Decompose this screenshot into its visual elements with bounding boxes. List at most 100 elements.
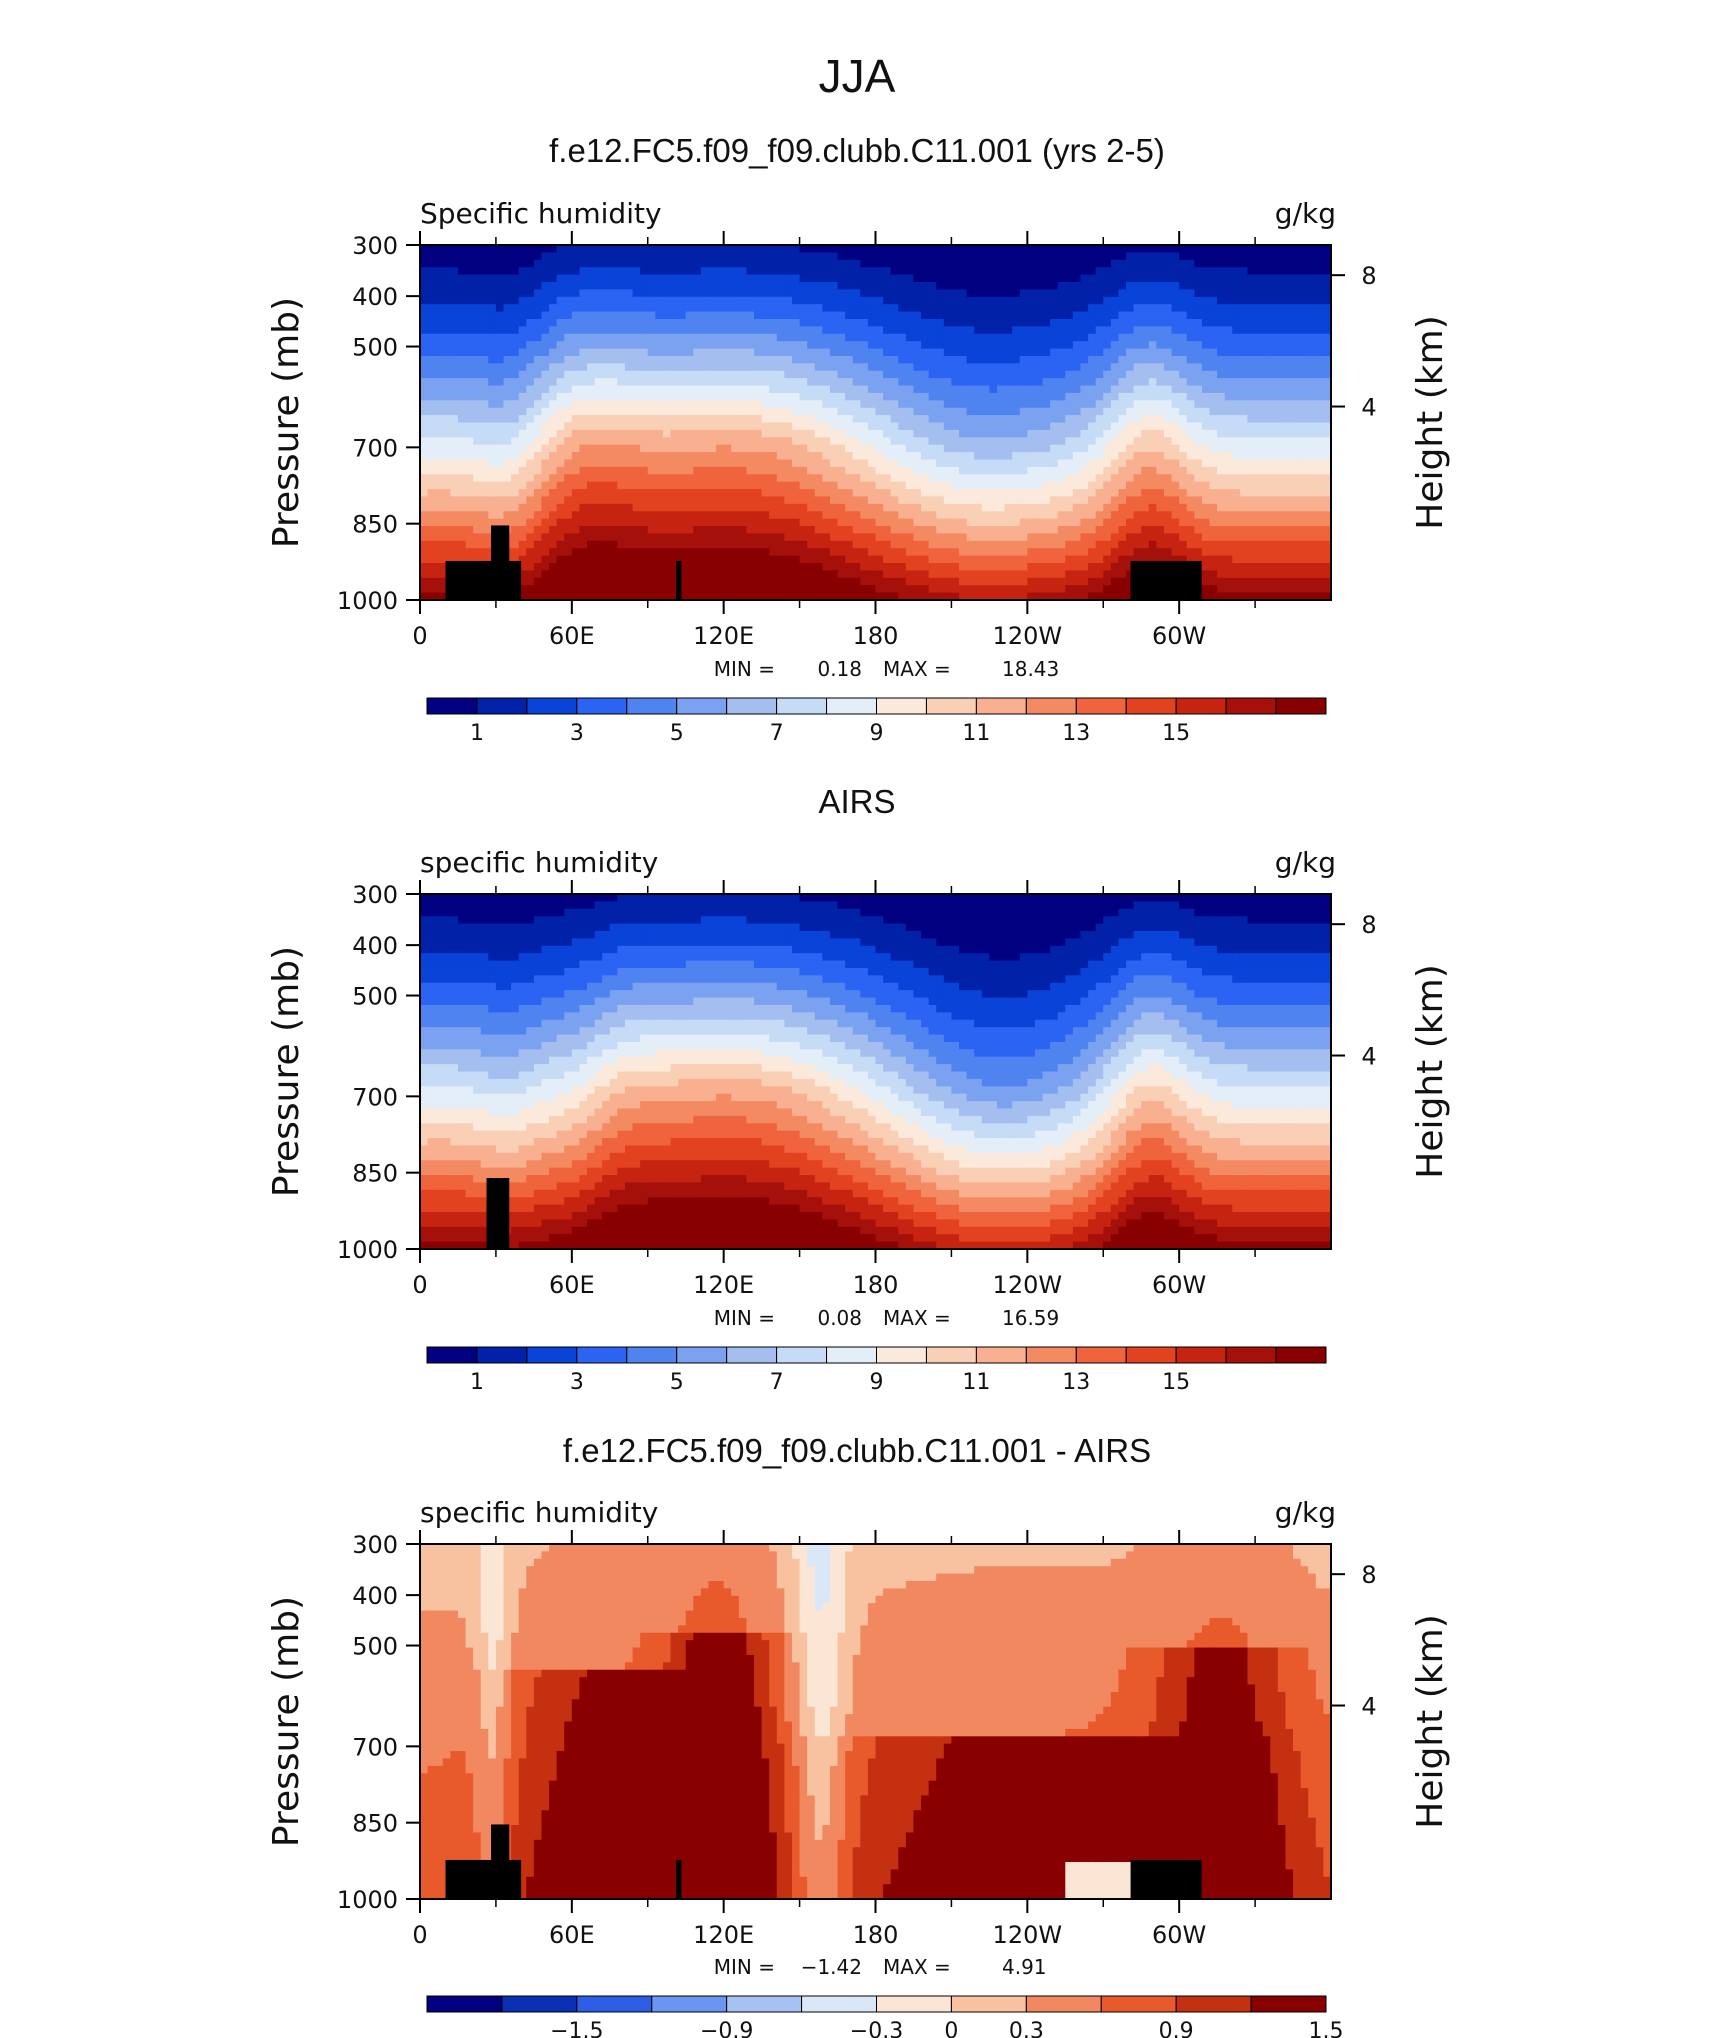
heatmap-cell xyxy=(1194,444,1203,453)
heatmap-cell xyxy=(670,422,679,431)
heatmap-cell xyxy=(670,363,679,372)
heatmap-cell xyxy=(883,503,892,512)
heatmap-cell xyxy=(511,259,520,268)
heatmap-cell xyxy=(1065,481,1074,490)
heatmap-cell xyxy=(708,540,717,549)
heatmap-cell xyxy=(678,363,687,372)
heatmap-cell xyxy=(579,577,588,586)
heatmap-cell xyxy=(1019,570,1028,579)
heatmap-cell xyxy=(420,370,429,379)
heatmap-cell xyxy=(442,437,451,446)
heatmap-cell xyxy=(845,474,854,483)
heatmap-cell xyxy=(420,289,429,298)
heatmap-cell xyxy=(829,289,839,298)
heatmap-cell xyxy=(746,548,755,557)
heatmap-cell xyxy=(647,341,656,350)
heatmap-cell xyxy=(723,540,732,549)
heatmap-cell xyxy=(503,318,512,327)
heatmap-cell xyxy=(503,496,512,505)
heatmap-cell xyxy=(776,444,785,453)
heatmap-cell xyxy=(526,503,535,512)
heatmap-cell xyxy=(845,577,854,586)
heatmap-cell xyxy=(996,489,1006,498)
heatmap-cell xyxy=(1179,281,1188,290)
heatmap-cell xyxy=(989,540,998,549)
heatmap-cell xyxy=(913,341,922,350)
heatmap-cell xyxy=(1057,289,1066,298)
heatmap-cell xyxy=(662,259,672,268)
heatmap-cell xyxy=(1201,444,1211,453)
heatmap-cell xyxy=(442,245,451,253)
heatmap-cell xyxy=(943,400,953,409)
heatmap-cell xyxy=(761,429,770,438)
heatmap-cell xyxy=(1065,281,1074,290)
heatmap-cell xyxy=(974,540,983,549)
heatmap-cell xyxy=(754,577,763,586)
heatmap-cell xyxy=(791,274,801,283)
heatmap-cell xyxy=(624,533,634,542)
heatmap-cell xyxy=(670,548,679,557)
heatmap-cell xyxy=(624,585,634,594)
heatmap-cell xyxy=(731,511,740,520)
heatmap-cell xyxy=(617,311,626,320)
heatmap-cell xyxy=(1179,503,1188,512)
heatmap-cell xyxy=(503,444,512,453)
heatmap-cell xyxy=(488,326,497,335)
heatmap-cell xyxy=(1095,503,1104,512)
heatmap-cell xyxy=(989,429,998,438)
heatmap-cell xyxy=(579,281,588,290)
heatmap-cell xyxy=(1027,533,1036,542)
heatmap-cell xyxy=(837,511,846,520)
heatmap-cell xyxy=(738,444,748,453)
heatmap-cell xyxy=(1050,415,1059,424)
heatmap-cell xyxy=(1194,452,1203,461)
heatmap-cell xyxy=(852,570,861,579)
heatmap-cell xyxy=(905,563,915,572)
heatmap-cell xyxy=(427,511,436,520)
heatmap-cell xyxy=(776,311,785,320)
heatmap-cell xyxy=(617,429,626,438)
heatmap-cell xyxy=(1179,481,1188,490)
heatmap-cell xyxy=(1156,444,1165,453)
heatmap-cell xyxy=(776,385,785,394)
heatmap-cell xyxy=(1141,518,1150,527)
heatmap-cell xyxy=(791,267,801,276)
heatmap-cell xyxy=(1012,274,1021,283)
heatmap-cell xyxy=(1179,355,1188,364)
heatmap-cell xyxy=(632,563,641,572)
heatmap-cell xyxy=(541,496,550,505)
heatmap-cell xyxy=(1065,474,1074,483)
heatmap-cell xyxy=(1042,274,1051,283)
heatmap-cell xyxy=(1004,548,1013,557)
heatmap-cell xyxy=(769,348,778,357)
heatmap-cell xyxy=(883,245,892,253)
heatmap-cell xyxy=(488,274,497,283)
heatmap-cell xyxy=(867,311,877,320)
heatmap-cell xyxy=(473,555,482,564)
heatmap-cell xyxy=(541,422,550,431)
heatmap-cell xyxy=(602,511,611,520)
heatmap-cell xyxy=(1080,481,1089,490)
heatmap-cell xyxy=(624,385,634,394)
heatmap-cell xyxy=(442,392,451,401)
heatmap-cell xyxy=(898,540,907,549)
heatmap-cell xyxy=(579,526,588,535)
heatmap-cell xyxy=(943,592,953,601)
heatmap-cell xyxy=(1171,363,1180,372)
heatmap-cell xyxy=(579,540,588,549)
heatmap-cell xyxy=(1034,592,1044,601)
heatmap-cell xyxy=(571,326,581,335)
heatmap-cell xyxy=(533,318,543,327)
heatmap-cell xyxy=(738,267,748,276)
heatmap-cell xyxy=(1004,474,1013,483)
heatmap-cell xyxy=(723,304,732,313)
heatmap-cell xyxy=(488,474,497,483)
heatmap-cell xyxy=(571,363,581,372)
heatmap-cell xyxy=(738,348,748,357)
heatmap-cell xyxy=(632,474,641,483)
heatmap-cell xyxy=(1019,378,1028,387)
heatmap-cell xyxy=(533,474,543,483)
heatmap-cell xyxy=(746,577,755,586)
heatmap-cell xyxy=(1057,400,1066,409)
heatmap-cell xyxy=(511,526,520,535)
